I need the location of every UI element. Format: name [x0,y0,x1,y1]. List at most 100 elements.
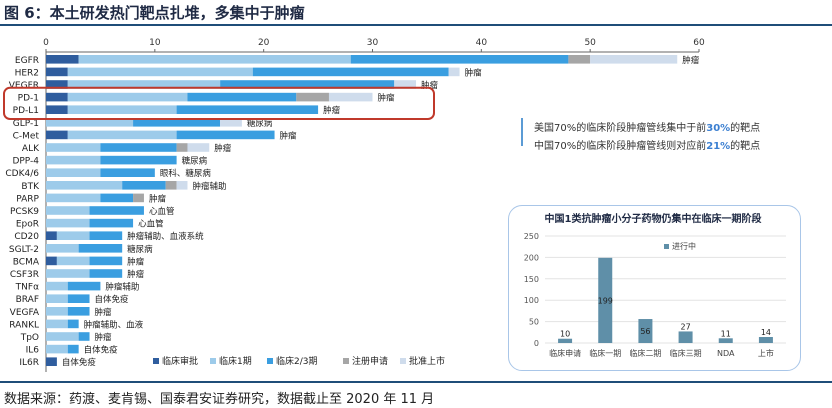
inset-data-label: 199 [598,296,613,305]
bar-segment [46,344,68,354]
bar-segment [46,193,101,203]
inset-y-tick-label: 50 [529,318,539,327]
category-label: RANKL [9,320,39,330]
category-label: C-Met [13,131,40,141]
category-label: TNFα [15,283,39,293]
bar-segment [67,344,79,354]
category-label: VEGFR [9,81,39,91]
callout-line-cn: 中国70%的临床阶段肿瘤管线则对应前21%的靶点 [534,141,761,152]
x-tick-label: 30 [367,38,379,48]
inset-bar [598,257,613,343]
bar-segment [78,55,351,64]
bar-annotation: 肿瘤辅助、血液系统 [127,231,204,242]
legend-label: 临床2/3期 [276,355,318,367]
x-tick-label: 0 [43,38,49,48]
category-label: SGLT-2 [9,245,39,255]
bar-segment [46,143,101,152]
category-label: CD20 [14,232,39,242]
bar-segment [46,155,101,165]
bar-segment [187,143,210,152]
bar-annotation: 肿瘤 [465,67,483,78]
bar-segment [67,281,101,291]
bar-annotation: 肿瘤辅助、血液 [84,319,144,330]
inset-category-label: 临床三期 [670,348,702,358]
category-label: IL6R [19,358,39,368]
bar-segment [122,181,166,190]
bar-segment [67,130,177,140]
legend-swatch [153,358,159,364]
bar-annotation: 肿瘤辅助 [105,282,139,293]
inset-bar-chart: 中国1类抗肿瘤小分子药物仍集中在临床一期阶段 0 50 100 150 200 250 进行中… [524,212,786,358]
bar-annotation: 糖尿病 [247,118,273,129]
bar-segment [187,92,297,102]
bar-segment [46,319,68,329]
inset-category-label: 上市 [758,348,774,358]
category-label: CSF3R [10,270,39,280]
bar-segment [220,80,395,89]
bar-segment [328,92,373,102]
bar-segment [176,143,188,152]
x-tick-label: 50 [584,38,596,48]
bar-annotation: 肿瘤辅助 [192,181,226,192]
inset-y-tick-label: 250 [524,232,539,241]
bar-segment [89,206,144,215]
bar-annotation: 自体免疫 [84,345,119,356]
category-label: PD-L1 [13,106,39,116]
bar-segment [100,168,155,177]
category-label: DPP-4 [12,157,39,167]
bar-segment [568,55,591,64]
legend-label: 临床1期 [219,355,252,367]
inset-category-label: NDA [717,349,735,358]
bar-segment [133,193,144,203]
inset-bar [558,338,573,343]
legend-swatch [400,358,406,364]
inset-data-label: 10 [560,330,570,339]
x-tick-label: 60 [693,38,705,48]
callout-bracket [521,118,523,146]
bar-segment [46,231,57,240]
bar-annotation: 肿瘤 [280,130,298,141]
inset-data-label: 11 [721,329,731,338]
category-label: BTK [21,182,40,192]
bar-segment [100,155,177,165]
inset-bar [758,337,773,343]
bar-segment [590,55,678,64]
inset-category-label: 临床二期 [629,348,661,358]
bar-annotation: 肿瘤 [378,93,396,104]
bar-annotation: 眼科、糖尿病 [160,168,212,179]
category-label: PARP [16,194,39,204]
bar-segment [100,193,134,203]
inset-data-label: 56 [640,327,650,336]
inset-y-tick-label: 100 [524,296,539,305]
bar-segment [89,269,123,278]
bar-segment [78,332,90,341]
inset-title: 中国1类抗肿瘤小分子药物仍集中在临床一期阶段 [545,212,762,225]
bar-segment [67,319,79,329]
category-label: EGFR [15,56,39,66]
bar-segment [67,307,90,316]
bar-segment [46,218,90,228]
category-label: BRAF [16,295,39,305]
inset-category-label: 临床申请 [549,348,581,358]
bar-annotation: 肿瘤 [127,269,145,280]
legend-label: 批准上市 [409,355,445,367]
category-label: PCSK9 [10,207,39,217]
bar-segment [46,181,123,190]
bar-segment [252,67,449,77]
bar-segment [176,181,188,190]
legend-label: 注册申请 [352,355,388,367]
bar-annotation: 心血管 [149,206,175,217]
category-label: TpO [20,333,39,343]
bar-segment [78,244,123,253]
top-rule [0,24,832,26]
category-label: IL6 [26,346,40,356]
bar-segment [176,130,275,140]
bar-annotation: 糖尿病 [127,244,153,255]
legend-swatch [267,358,273,364]
bar-segment [46,206,90,215]
bar-annotation: 肿瘤 [421,80,439,91]
bar-segment [220,118,242,127]
bar-annotation: 肿瘤 [127,256,145,267]
bar-segment [350,55,569,64]
inset-bar [718,338,733,343]
